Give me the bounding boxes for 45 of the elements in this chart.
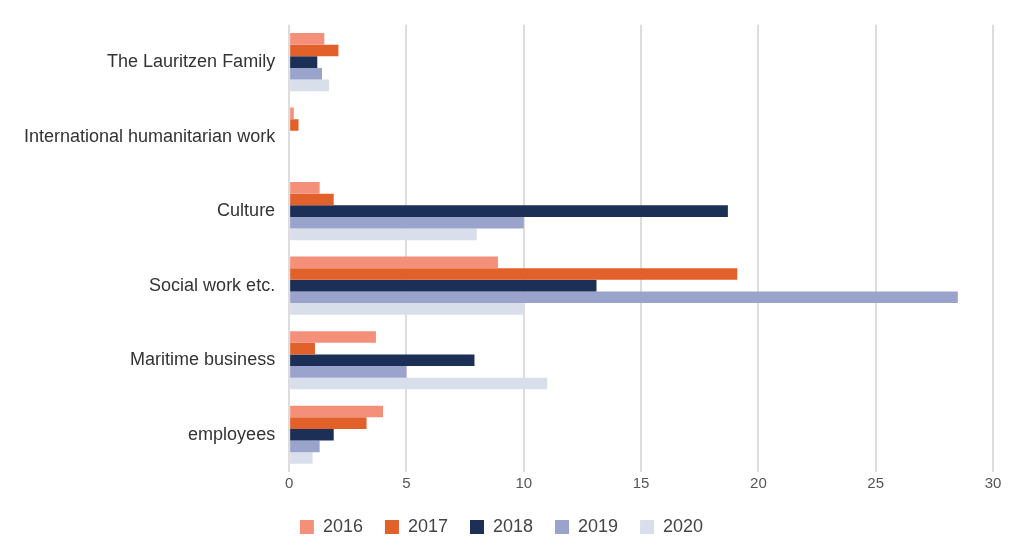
legend-label: 2018 xyxy=(492,515,534,536)
bar xyxy=(290,452,313,464)
bar xyxy=(290,303,524,315)
bar xyxy=(290,205,728,217)
bar xyxy=(290,33,325,45)
legend-label: 2020 xyxy=(663,515,704,536)
y-tick-label: International humanitarian work xyxy=(24,125,277,146)
bar xyxy=(290,417,367,429)
bar xyxy=(290,56,318,68)
x-tick-label: 30 xyxy=(984,474,1002,492)
bar xyxy=(290,79,330,92)
bar xyxy=(290,354,475,367)
bar xyxy=(290,279,597,292)
bar xyxy=(290,440,320,453)
x-tick-label: 0 xyxy=(284,474,294,492)
y-tick-label: Social work etc. xyxy=(149,274,276,295)
bar xyxy=(290,256,498,269)
x-tick-label: 25 xyxy=(867,474,885,492)
y-tick-label: employees xyxy=(188,423,276,444)
bar xyxy=(290,377,548,390)
bar xyxy=(290,331,376,343)
bar xyxy=(290,291,958,304)
x-tick-label: 15 xyxy=(632,474,650,492)
bar xyxy=(290,366,407,378)
bar xyxy=(290,268,738,280)
y-tick-label: The Lauritzen Family xyxy=(107,51,276,72)
y-tick-label: Culture xyxy=(217,200,276,221)
legend-label: 2016 xyxy=(322,515,363,536)
bar xyxy=(290,428,334,441)
y-tick-label: Maritime business xyxy=(130,349,276,370)
x-tick-label: 20 xyxy=(750,474,767,492)
bar xyxy=(290,228,477,241)
bar xyxy=(290,107,294,120)
bar xyxy=(290,193,334,206)
legend-label: 2019 xyxy=(578,515,619,536)
x-tick-label: 5 xyxy=(402,474,411,492)
legend-label: 2017 xyxy=(407,515,448,536)
bar xyxy=(290,342,315,355)
bar xyxy=(290,216,524,229)
bar xyxy=(290,119,299,131)
bar xyxy=(290,405,383,418)
x-tick-label: 10 xyxy=(515,474,533,492)
bar xyxy=(290,44,339,57)
bar xyxy=(290,67,322,80)
bar xyxy=(290,182,320,194)
